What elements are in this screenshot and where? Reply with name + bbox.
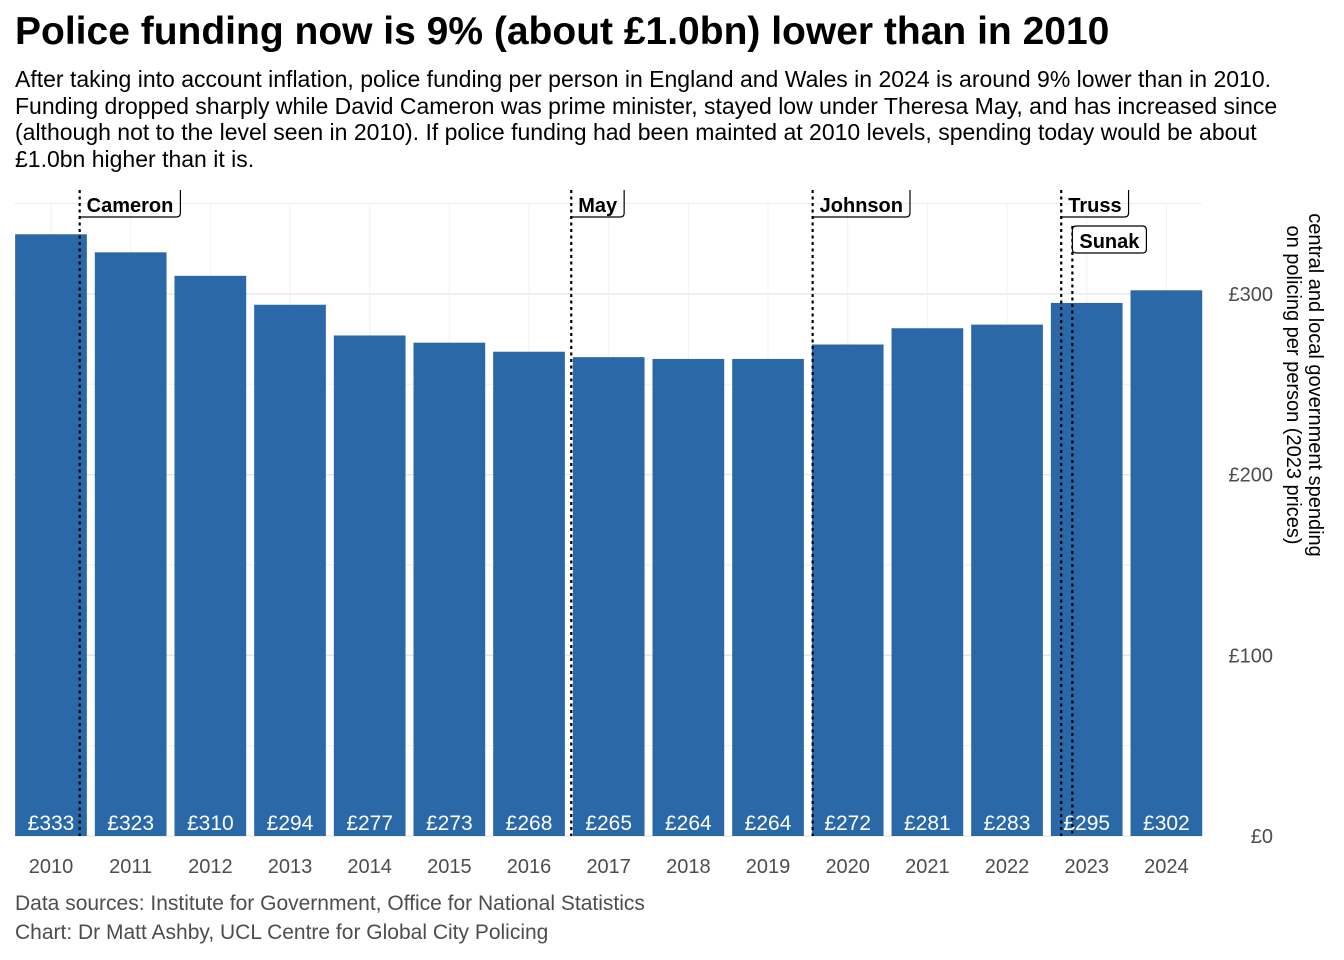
- bar-2024: [1130, 290, 1203, 836]
- x-tick-2012: 2012: [188, 856, 233, 878]
- bar-2013: [254, 304, 326, 836]
- caption-chart-credit: Chart: Dr Matt Ashby, UCL Centre for Glo…: [15, 921, 549, 944]
- y-tick-100: £100: [1229, 645, 1274, 667]
- x-tick-2014: 2014: [347, 856, 392, 878]
- annotation-truss: Truss: [1060, 190, 1130, 836]
- x-tick-2018: 2018: [666, 856, 711, 878]
- chart-title: Police funding now is 9% (about £1.0bn) …: [15, 10, 1110, 53]
- annotation-may: May: [570, 190, 625, 836]
- bar-label-2020: £272: [824, 812, 871, 835]
- bar-label-2021: £281: [904, 812, 951, 835]
- y-axis-title-line1: central and local government spending: [1304, 213, 1326, 557]
- y-tick-200: £200: [1229, 465, 1274, 487]
- bar-label-2023: £295: [1063, 812, 1110, 835]
- annotation-box-sunak: [1071, 225, 1147, 254]
- bar-label-2019: £264: [745, 812, 792, 835]
- bar-label-2022: £283: [984, 812, 1031, 835]
- bar-label-2012: £310: [187, 812, 234, 835]
- x-tick-2016: 2016: [507, 856, 552, 878]
- x-tick-2015: 2015: [427, 856, 472, 878]
- annotation-cameron: Cameron: [78, 190, 181, 836]
- y-axis-tick-labels: £0 £100 £200 £300: [1229, 284, 1274, 848]
- annotation-label-sunak: Sunak: [1079, 231, 1140, 253]
- annotation-box-may: [571, 190, 625, 218]
- annotation-label-may: May: [578, 195, 618, 217]
- bar-2010: [15, 234, 87, 837]
- chart-subtitle: After taking into account inflation, pol…: [15, 66, 1278, 172]
- x-tick-2019: 2019: [746, 856, 791, 878]
- caption-data-sources: Data sources: Institute for Government, …: [15, 892, 645, 915]
- bar-2011: [94, 252, 167, 837]
- x-tick-2022: 2022: [985, 856, 1030, 878]
- chart-caption: Data sources: Institute for Government, …: [15, 889, 645, 947]
- bars: [15, 234, 1203, 837]
- y-axis-title-line2: on policing per person (2023 prices): [1282, 225, 1304, 545]
- bar-2019: [732, 358, 804, 836]
- x-tick-2023: 2023: [1064, 856, 1109, 878]
- annotation-johnson: Johnson: [811, 190, 911, 836]
- annotation-label-cameron: Cameron: [87, 195, 174, 217]
- bar-label-2018: £264: [665, 812, 712, 835]
- bar-label-2010: £333: [28, 812, 75, 835]
- bar-label-2024: £302: [1143, 812, 1190, 835]
- bar-2017: [572, 357, 645, 836]
- annotation-label-truss: Truss: [1068, 195, 1121, 217]
- bar-2015: [413, 342, 486, 836]
- bar-2020: [811, 344, 884, 836]
- bar-2023: [1050, 302, 1123, 836]
- x-tick-2011: 2011: [109, 856, 152, 878]
- bar-label-2011: £323: [107, 812, 154, 835]
- x-tick-2010: 2010: [29, 856, 74, 878]
- x-tick-2020: 2020: [825, 856, 870, 878]
- annotation-sunak: Sunak: [1071, 225, 1147, 836]
- x-tick-2017: 2017: [586, 856, 631, 878]
- prime-minister-annotations: Cameron May Johnson Truss Sunak: [78, 190, 1147, 836]
- x-axis-tick-labels: 2010 2011 2012 2013 2014 2015 2016 2017 2018 2019…: [29, 856, 1189, 878]
- bar-2021: [891, 328, 964, 836]
- bar-2016: [493, 351, 565, 836]
- x-tick-2021: 2021: [905, 856, 950, 878]
- bar-value-labels: £333 £323 £310 £294 £277 £273 £268 £265 £264 £264…: [28, 812, 1190, 835]
- bar-label-2017: £265: [585, 812, 632, 835]
- annotation-box-johnson: [812, 190, 911, 218]
- annotation-box-cameron: [79, 190, 181, 218]
- bar-2018: [652, 358, 725, 836]
- x-tick-2013: 2013: [268, 856, 313, 878]
- y-tick-300: £300: [1229, 284, 1274, 306]
- x-tick-2024: 2024: [1144, 856, 1189, 878]
- bar-label-2014: £277: [346, 812, 393, 835]
- bar-label-2016: £268: [506, 812, 553, 835]
- y-axis-title: central and local government spending on…: [1282, 190, 1326, 580]
- bar-label-2013: £294: [267, 812, 314, 835]
- bar-2022: [971, 324, 1043, 836]
- annotation-label-johnson: Johnson: [820, 195, 903, 217]
- y-tick-0: £0: [1251, 826, 1273, 848]
- bar-label-2015: £273: [426, 812, 473, 835]
- bar-2012: [174, 275, 247, 837]
- annotation-box-truss: [1061, 190, 1130, 218]
- bar-2014: [333, 335, 406, 836]
